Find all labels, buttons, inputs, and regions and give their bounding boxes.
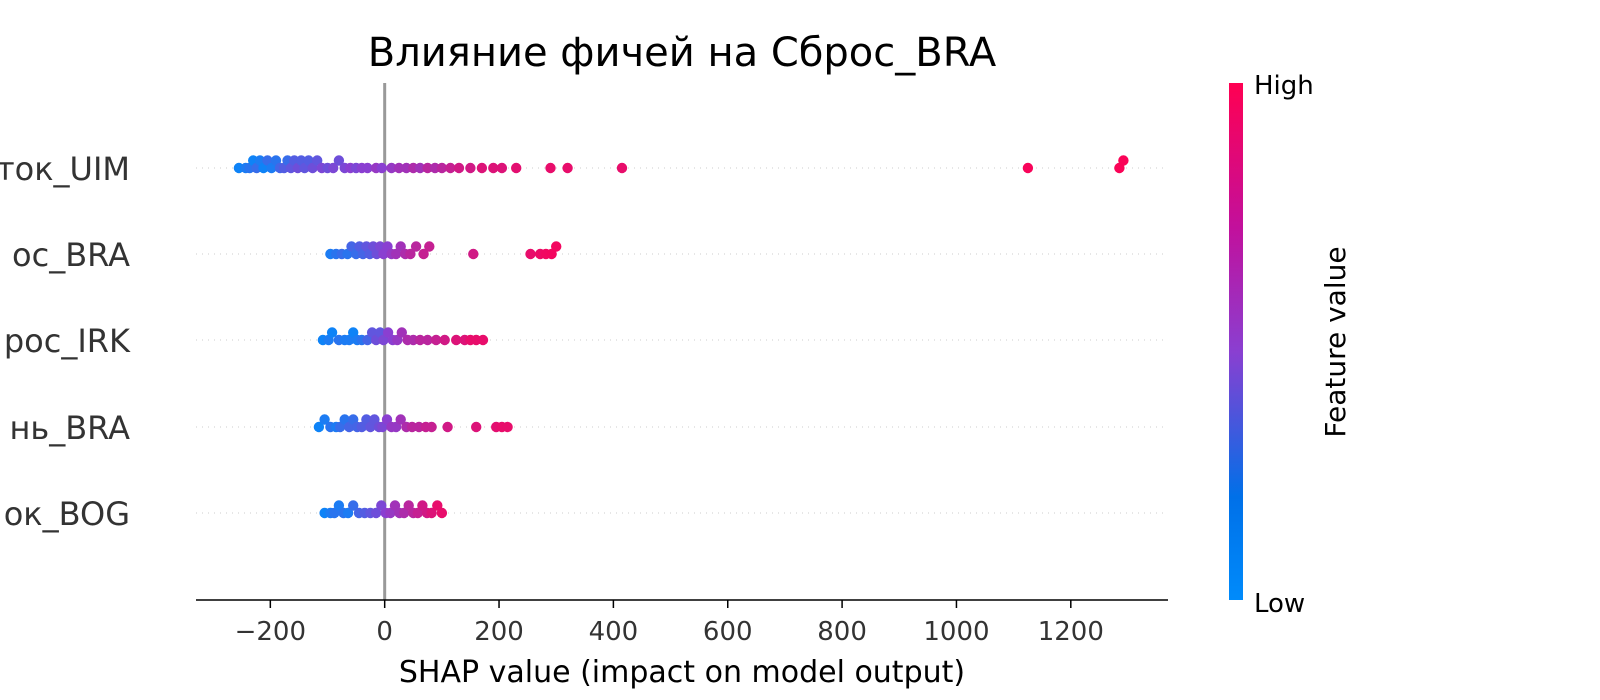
x-axis-label: SHAP value (impact on model output) — [399, 655, 965, 690]
shap-point — [426, 507, 437, 519]
x-tick-label: 800 — [817, 617, 867, 647]
feature-labels: ток_UIM ос_BRA рос_IRK нь_BRA ок_BOG — [0, 150, 131, 533]
x-tick-label: 200 — [474, 617, 524, 647]
shap-point — [502, 421, 513, 433]
shap-point — [378, 334, 389, 346]
colorbar — [1229, 83, 1243, 600]
shap-point — [339, 414, 350, 425]
shap-point — [333, 155, 345, 166]
x-tick-label: 0 — [376, 617, 393, 647]
shap-point — [329, 507, 340, 519]
x-tick-label: 1200 — [1038, 617, 1104, 647]
shap-point — [477, 334, 489, 346]
shap-point — [396, 327, 407, 338]
shap-point — [390, 421, 402, 433]
shap-point — [488, 162, 499, 174]
shap-point — [362, 162, 373, 174]
shap-point — [393, 162, 405, 174]
shap-point — [348, 500, 359, 511]
x-tick-label: 1000 — [923, 617, 989, 647]
x-tick-label: 400 — [589, 617, 639, 647]
shap-point — [334, 421, 346, 433]
shap-point — [430, 334, 442, 346]
colorbar-high-label: High — [1254, 71, 1314, 101]
shap-point — [496, 162, 508, 174]
feature-label: ок_BOG — [4, 495, 130, 533]
shap-point — [328, 162, 339, 174]
shap-point — [346, 241, 357, 252]
shap-point — [342, 507, 354, 519]
shap-point — [422, 162, 433, 174]
shap-point — [392, 334, 403, 346]
feature-label: ос_BRA — [12, 236, 130, 274]
shap-point — [326, 327, 338, 338]
shap-point — [426, 421, 437, 433]
shap-point — [319, 414, 330, 425]
shap-point — [381, 414, 393, 425]
shap-point — [439, 334, 450, 346]
shap-point — [395, 241, 406, 252]
shap-point — [417, 500, 428, 511]
x-axis-ticks: −200 0 200 400 600 800 1000 1200 — [235, 600, 1104, 647]
shap-point — [376, 162, 387, 174]
shap-point — [546, 248, 557, 260]
shap-point — [333, 500, 345, 511]
shap-point — [414, 162, 426, 174]
x-tick-label: −200 — [235, 617, 306, 647]
shap-point — [442, 421, 453, 433]
shap-point — [471, 421, 482, 433]
shap-point — [405, 248, 416, 260]
shap-point — [1022, 162, 1034, 174]
shap-point — [382, 327, 394, 338]
shap-point — [453, 162, 465, 174]
shap-point — [551, 241, 562, 252]
shap-point — [451, 334, 462, 346]
shap-point — [356, 421, 367, 433]
shap-point — [436, 507, 448, 519]
shap-point — [369, 414, 380, 425]
shap-points — [233, 155, 1129, 519]
shap-point — [422, 334, 433, 346]
shap-point — [377, 421, 388, 433]
shap-point — [476, 162, 488, 174]
shap-point — [545, 162, 556, 174]
shap-point — [395, 414, 406, 425]
shap-point — [312, 155, 323, 166]
feature-label: ток_UIM — [0, 150, 130, 188]
shap-point — [1118, 155, 1129, 166]
shap-point — [307, 162, 318, 174]
shap-point — [468, 248, 479, 260]
shap-point — [398, 507, 410, 519]
shap-point — [432, 500, 443, 511]
shap-point — [465, 162, 476, 174]
shap-point — [424, 241, 435, 252]
shap-point — [386, 162, 397, 174]
shap-point — [412, 507, 423, 519]
shap-point — [390, 248, 402, 260]
shap-point — [436, 162, 448, 174]
feature-label: нь_BRA — [9, 409, 130, 447]
shap-point — [616, 162, 628, 174]
shap-point — [414, 334, 426, 346]
shap-point — [370, 507, 382, 519]
shap-point — [362, 334, 373, 346]
shap-point — [376, 500, 387, 511]
shap-point — [511, 162, 522, 174]
shap-point — [313, 421, 325, 433]
colorbar-title: Feature value — [1319, 246, 1352, 437]
shap-point — [525, 248, 536, 260]
chart-title: Влияние фичей на Сброс_BRA — [368, 30, 997, 76]
feature-label: рос_IRK — [4, 322, 131, 360]
colorbar-low-label: Low — [1254, 589, 1305, 619]
shap-point — [445, 162, 456, 174]
shap-point — [385, 507, 396, 519]
shap-point — [410, 241, 422, 252]
shap-point — [389, 500, 401, 511]
x-tick-label: 600 — [703, 617, 753, 647]
shap-point — [403, 500, 414, 511]
shap-point — [418, 248, 429, 260]
shap-point — [266, 162, 277, 174]
shap-point — [562, 162, 573, 174]
